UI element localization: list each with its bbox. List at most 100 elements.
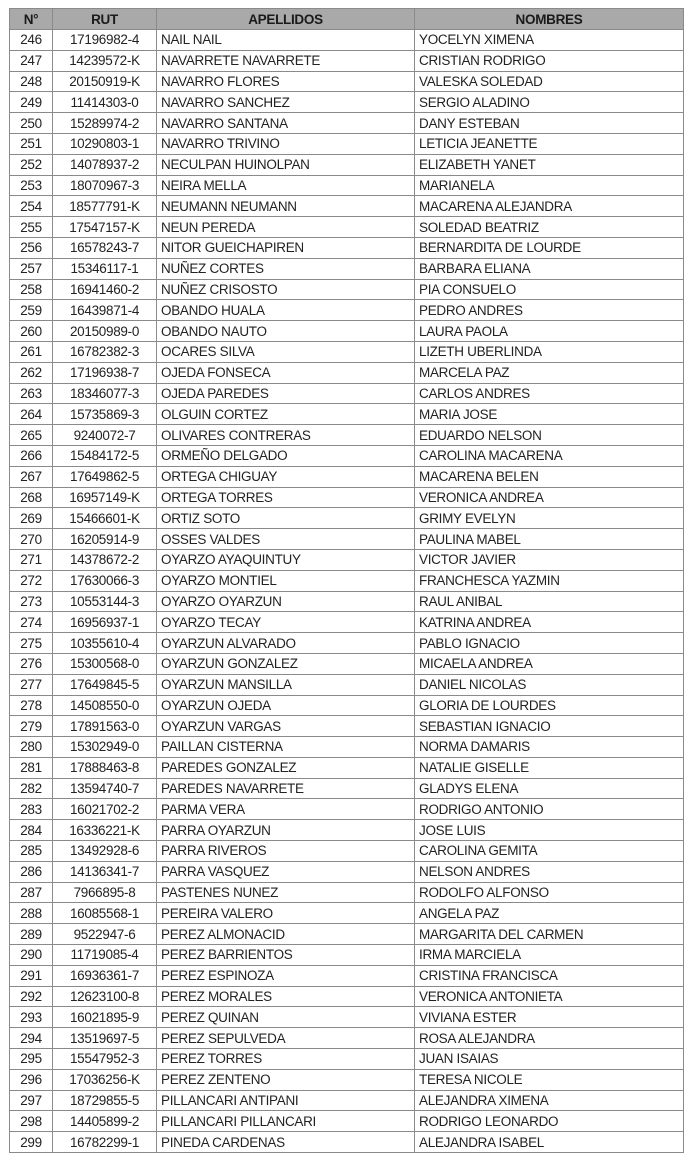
table-row: 287 7966895-8 PASTENES NUNEZ RODOLFO ALFONS… [9,881,684,904]
cell-apellidos: NUÑEZ CRISOSTO [156,278,415,301]
cell-rut: 13492928-6 [52,840,157,862]
cell-num: 286 [9,860,53,883]
cell-apellidos: PEREZ ESPINOZA [156,964,415,987]
table-row: 282 13594740-7 PAREDES NAVARRETE GLADYS ELE… [9,777,684,800]
cell-num: 282 [9,777,53,800]
table-row: 297 18729855-5 PILLANCARI ANTIPANI ALEJANDR… [9,1089,684,1112]
cell-num: 277 [9,673,53,696]
cell-rut: 16205914-9 [52,528,157,550]
table-row: 269 15466601-K ORTIZ SOTO GRIMY EVELYN [9,507,684,530]
cell-apellidos: PEREZ BARRIENTOS [156,944,415,966]
cell-apellidos: PARRA VASQUEZ [156,860,415,883]
cell-nombres: DANIEL NICOLAS [414,673,684,696]
cell-apellidos: OJEDA PAREDES [156,382,415,405]
cell-num: 247 [9,49,53,72]
cell-apellidos: PARRA RIVEROS [156,840,415,862]
cell-nombres: FRANCHESCA YAZMIN [414,569,684,592]
cell-nombres: PAULINA MABEL [414,528,684,550]
cell-apellidos: PEREZ MORALES [156,985,415,1008]
cell-apellidos: OLIVARES CONTRERAS [156,424,415,446]
table-row: 296 17036256-K PEREZ ZENTENO TERESA NICOLE [9,1068,684,1091]
cell-rut: 17547157-K [52,216,157,238]
header-apellidos: APELLIDOS [156,8,415,30]
cell-apellidos: OJEDA FONSECA [156,361,415,384]
cell-nombres: NORMA DAMARIS [414,736,684,758]
cell-nombres: CRISTINA FRANCISCA [414,964,684,987]
cell-rut: 17649862-5 [52,465,157,488]
cell-nombres: EDUARDO NELSON [414,424,684,446]
cell-nombres: PEDRO ANDRES [414,299,684,322]
cell-nombres: MICAELA ANDREA [414,652,684,675]
cell-num: 271 [9,548,53,571]
cell-rut: 14239572-K [52,49,157,72]
cell-num: 266 [9,444,53,467]
cell-num: 265 [9,424,53,446]
cell-rut: 16578243-7 [52,236,157,259]
cell-apellidos: PEREZ SEPULVEDA [156,1027,415,1050]
cell-apellidos: OYARZO TECAY [156,611,415,634]
cell-num: 261 [9,340,53,363]
cell-rut: 14405899-2 [52,1110,157,1133]
cell-rut: 13594740-7 [52,777,157,800]
cell-num: 256 [9,236,53,259]
cell-apellidos: OCARES SILVA [156,340,415,363]
cell-nombres: MARGARITA DEL CARMEN [414,923,684,946]
cell-num: 281 [9,756,53,779]
cell-rut: 17630066-3 [52,569,157,592]
cell-rut: 17036256-K [52,1068,157,1091]
table-row: 266 15484172-5 ORMEÑO DELGADO CAROLINA MACA… [9,444,684,467]
cell-apellidos: PEREIRA VALERO [156,902,415,925]
cell-apellidos: OYARZUN GONZALEZ [156,652,415,675]
cell-apellidos: PAILLAN CISTERNA [156,736,415,758]
table-row: 261 16782382-3 OCARES SILVA LIZETH UBERLIND… [9,340,684,363]
cell-apellidos: NEUMANN NEUMANN [156,195,415,218]
cell-apellidos: PINEDA CARDENAS [156,1131,415,1154]
cell-rut: 17649845-5 [52,673,157,696]
cell-nombres: MARIA JOSE [414,403,684,426]
cell-rut: 14508550-0 [52,694,157,717]
cell-num: 295 [9,1048,53,1070]
cell-apellidos: PEREZ TORRES [156,1048,415,1070]
cell-rut: 15735869-3 [52,403,157,426]
cell-rut: 18577791-K [52,195,157,218]
table-row: 268 16957149-K ORTEGA TORRES VERONICA ANDRE… [9,486,684,509]
cell-nombres: MACARENA ALEJANDRA [414,195,684,218]
table-row: 256 16578243-7 NITOR GUEICHAPIREN BERNARDIT… [9,236,684,259]
table-row: 259 16439871-4 OBANDO HUALA PEDRO ANDRES [9,299,684,322]
cell-nombres: SEBASTIAN IGNACIO [414,715,684,738]
cell-rut: 16782382-3 [52,340,157,363]
cell-num: 262 [9,361,53,384]
table-row: 273 10553144-3 OYARZO OYARZUN RAUL ANIBAL [9,590,684,613]
cell-nombres: SERGIO ALADINO [414,91,684,114]
cell-apellidos: PEREZ QUINAN [156,1006,415,1029]
table-row: 249 11414303-0 NAVARRO SANCHEZ SERGIO ALADI… [9,91,684,114]
cell-num: 252 [9,153,53,176]
table-row: 281 17888463-8 PAREDES GONZALEZ NATALIE GIS… [9,756,684,779]
table-row: 293 16021895-9 PEREZ QUINAN VIVIANA ESTER [9,1006,684,1029]
cell-num: 273 [9,590,53,613]
cell-rut: 16782299-1 [52,1131,157,1154]
cell-rut: 16021702-2 [52,798,157,821]
table-row: 271 14378672-2 OYARZO AYAQUINTUY VICTOR JAV… [9,548,684,571]
cell-apellidos: NAIL NAIL [156,29,415,51]
cell-rut: 15302949-0 [52,736,157,758]
cell-rut: 17891563-0 [52,715,157,738]
header-nombres: NOMBRES [414,8,684,30]
cell-num: 251 [9,132,53,155]
cell-rut: 15346117-1 [52,257,157,280]
table-row: 286 14136341-7 PARRA VASQUEZ NELSON ANDRES [9,860,684,883]
cell-nombres: DANY ESTEBAN [414,112,684,134]
cell-apellidos: PAREDES NAVARRETE [156,777,415,800]
cell-rut: 16021895-9 [52,1006,157,1029]
cell-nombres: ALEJANDRA ISABEL [414,1131,684,1154]
cell-nombres: TERESA NICOLE [414,1068,684,1091]
table-row: 250 15289974-2 NAVARRO SANTANA DANY ESTEBAN [9,112,684,134]
cell-num: 278 [9,694,53,717]
cell-apellidos: OYARZUN VARGAS [156,715,415,738]
cell-num: 276 [9,652,53,675]
cell-nombres: CAROLINA GEMITA [414,840,684,862]
cell-rut: 16957149-K [52,486,157,509]
cell-apellidos: ORTEGA TORRES [156,486,415,509]
cell-nombres: ROSA ALEJANDRA [414,1027,684,1050]
cell-rut: 9522947-6 [52,923,157,946]
